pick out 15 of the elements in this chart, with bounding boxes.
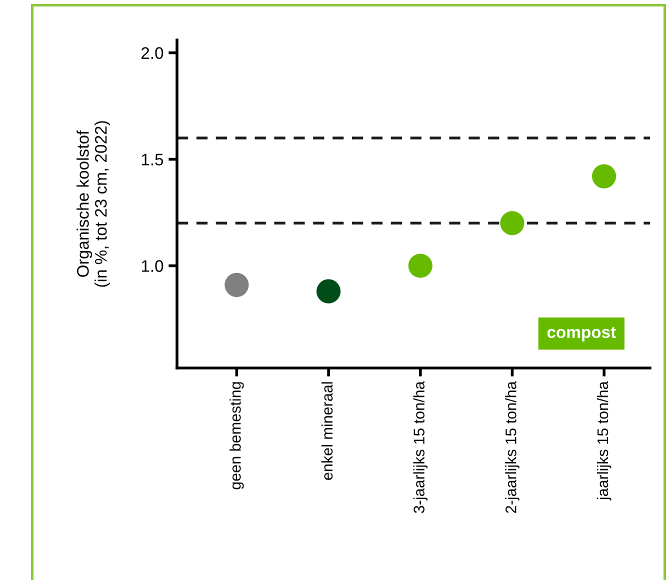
point: [500, 211, 524, 236]
y-tick-label: 1.5: [142, 154, 164, 166]
y-axis-title: Organische koolstof (in %, tot 23 cm, 2022): [76, 121, 110, 287]
x-tick-label: jaarlijks 15 ton/ha: [596, 381, 612, 500]
point: [224, 272, 249, 297]
x-tick-label: geen bemesting: [230, 382, 244, 490]
point: [592, 164, 616, 188]
y-tick-label: 2.0: [141, 47, 164, 59]
y-tick-label: 1.0: [142, 260, 164, 272]
x-tick-label: 3-jaarlijks 15 ton/ha: [413, 381, 428, 514]
x-tick-label: 2-jaarlijks 15 ton/ha: [505, 381, 520, 513]
x-tick-label: enkel mineraal: [321, 382, 333, 480]
annotation: compost: [547, 326, 616, 342]
point: [316, 279, 341, 304]
point: [408, 254, 432, 278]
